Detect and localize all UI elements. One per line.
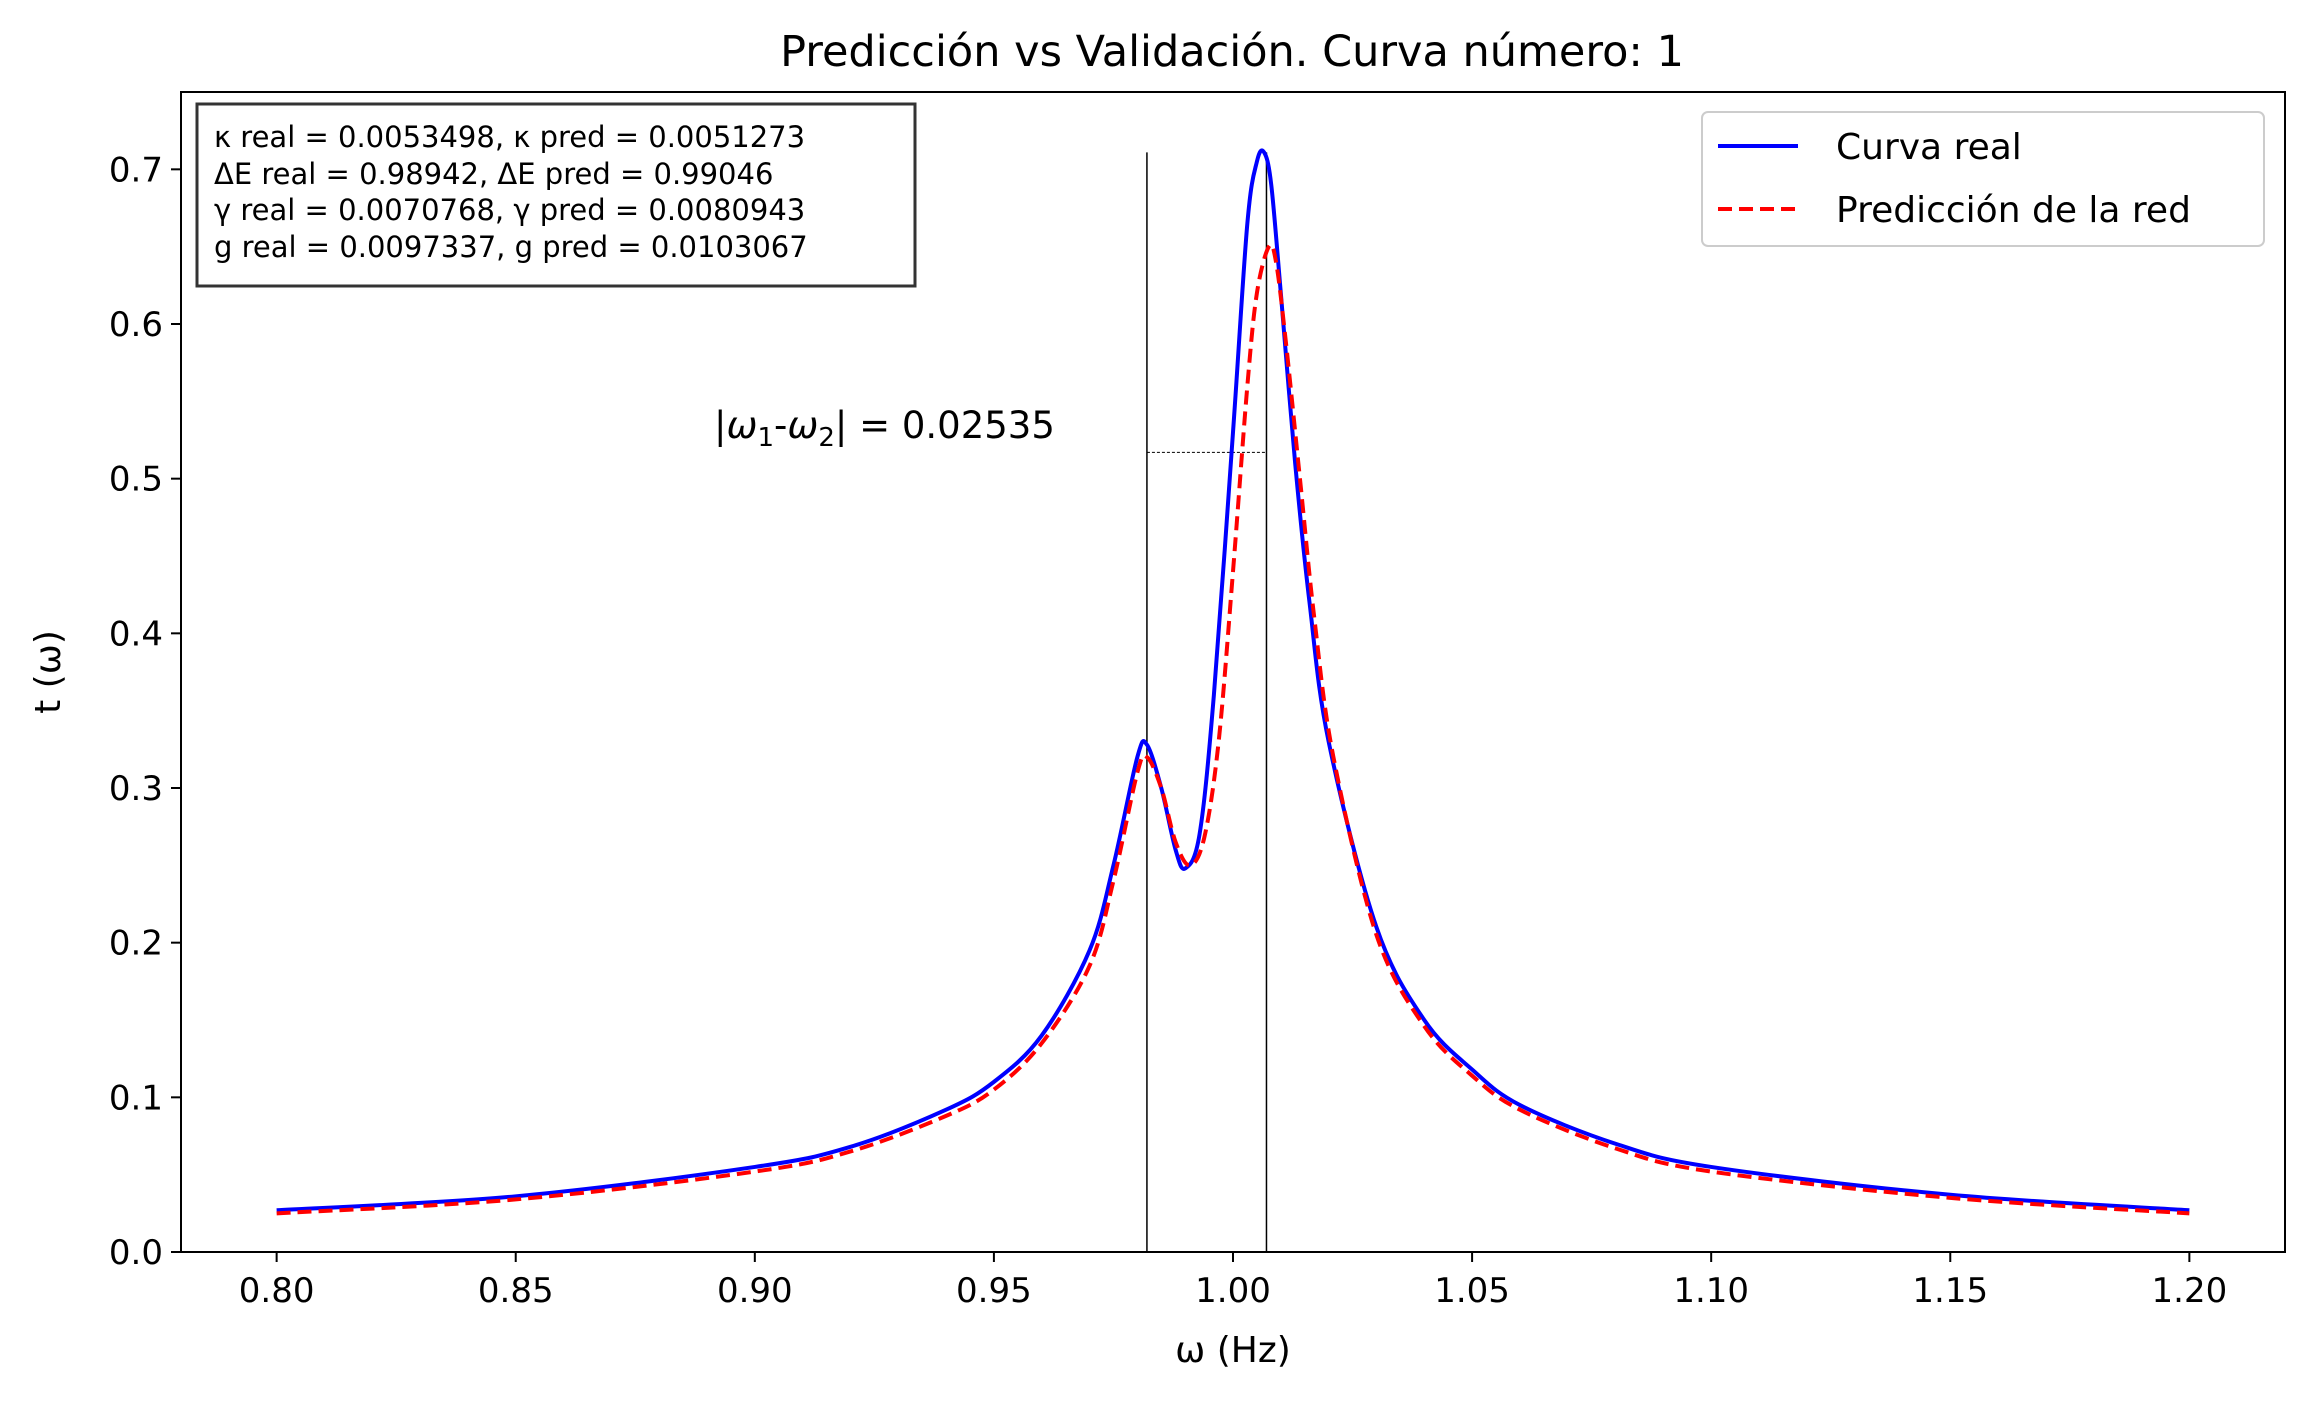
x-axis: 0.80 0.85 0.90 0.95 1.00 1.05 1.10 1.15 1.20	[239, 1252, 2227, 1311]
legend-label-prediccion: Predicción de la red	[1836, 190, 2191, 231]
y-axis: 0.0 0.1 0.2 0.3 0.4 0.5 0.6 0.7	[109, 150, 181, 1273]
x-tick-label: 1.05	[1434, 1271, 1510, 1311]
x-tick-label: 0.90	[717, 1271, 793, 1311]
info-line: ΔE real = 0.98942, ΔE pred = 0.99046	[214, 157, 773, 191]
legend-label-curva-real: Curva real	[1836, 127, 2022, 168]
y-tick-label: 0.0	[109, 1233, 163, 1273]
y-tick-label: 0.2	[109, 924, 163, 964]
series-layer	[276, 148, 2190, 1216]
x-tick-label: 1.00	[1195, 1271, 1271, 1311]
y-axis-label: t (ω)	[28, 630, 69, 714]
y-tick-label: 0.5	[109, 460, 163, 500]
vertical-lines	[1146, 152, 1268, 1252]
y-tick-label: 0.4	[109, 614, 163, 654]
info-box: κ real = 0.0053498, κ pred = 0.0051273 Δ…	[195, 102, 917, 288]
info-line: κ real = 0.0053498, κ pred = 0.0051273	[214, 120, 805, 154]
info-line: g real = 0.0097337, g pred = 0.0103067	[214, 230, 808, 264]
x-axis-label: ω (Hz)	[1175, 1330, 1291, 1371]
series-line-prediccion	[276, 242, 2190, 1216]
x-tick-label: 1.20	[2152, 1271, 2228, 1311]
x-tick-label: 1.10	[1673, 1271, 1749, 1311]
info-box-frame	[195, 102, 917, 288]
series-line-curva-real	[276, 148, 2190, 1213]
y-tick-label: 0.6	[109, 305, 163, 345]
info-line: γ real = 0.0070768, γ pred = 0.0080943	[214, 193, 805, 227]
chart-title: Predicción vs Validación. Curva número: …	[780, 27, 1684, 77]
x-tick-label: 0.80	[239, 1271, 315, 1311]
y-tick-label: 0.3	[109, 769, 163, 809]
x-tick-label: 0.95	[956, 1271, 1032, 1311]
x-tick-label: 1.15	[1912, 1271, 1988, 1311]
y-tick-label: 0.7	[109, 150, 163, 190]
omega-difference-annotation: |ω1-ω2| = 0.02535	[714, 404, 1055, 453]
x-tick-label: 0.85	[478, 1271, 554, 1311]
legend: Curva real Predicción de la red	[1701, 111, 2265, 247]
y-tick-label: 0.1	[109, 1078, 163, 1118]
legend-frame	[1701, 111, 2265, 247]
